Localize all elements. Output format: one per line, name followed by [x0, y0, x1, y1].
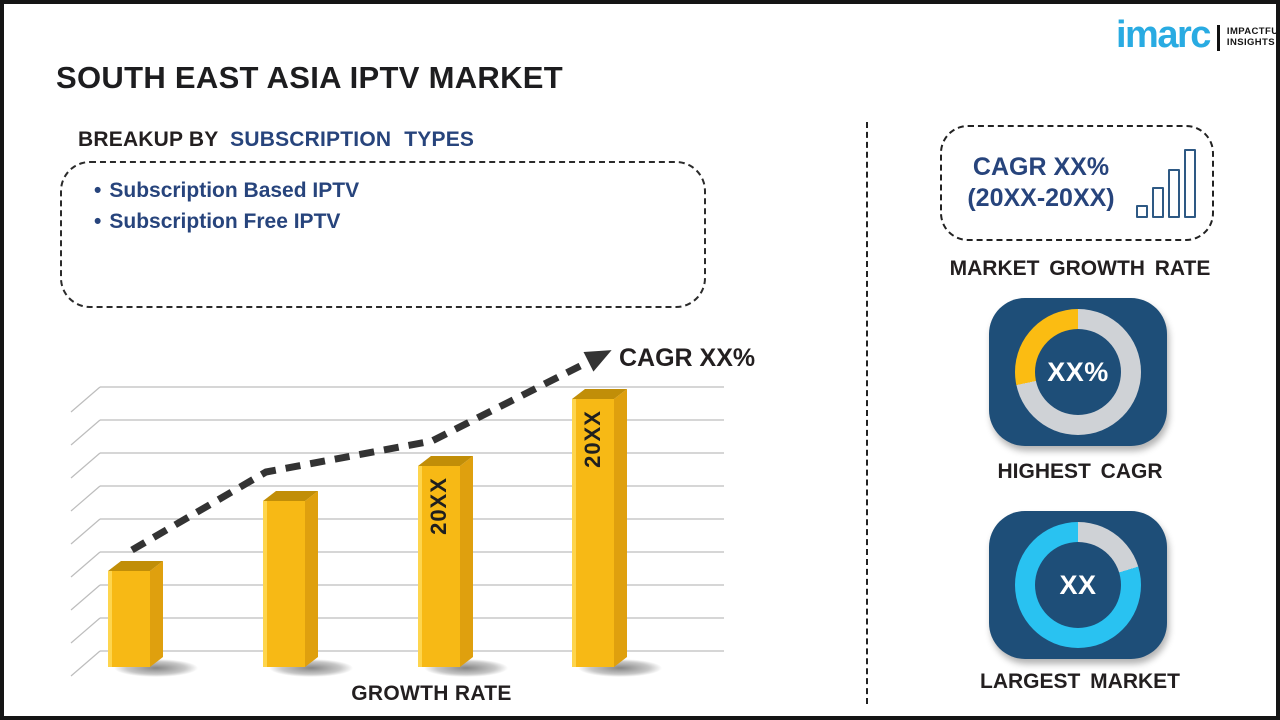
- page-title: SOUTH EAST ASIA IPTV MARKET: [56, 60, 563, 95]
- bar-label: 20XX: [426, 477, 451, 535]
- donut-gauge: XX: [1015, 522, 1141, 648]
- donut-gauge: XX%: [1015, 309, 1141, 435]
- bar-label: 20XX: [580, 410, 605, 468]
- x-axis-label: GROWTH RATE: [351, 682, 512, 705]
- logo-divider-bar: [1216, 25, 1220, 51]
- largest-market-card: XX: [989, 511, 1167, 659]
- logo-tagline-line2: INSIGHTS: [1226, 37, 1275, 48]
- breakup-heading-prefix: BREAKUP BY: [78, 128, 219, 151]
- breakup-item-label: Subscription Free IPTV: [109, 210, 341, 233]
- logo-tagline: IMPACTFUL INSIGHTS: [1226, 26, 1280, 49]
- chart-bars: [108, 389, 662, 677]
- gauge-value: XX%: [1047, 356, 1109, 387]
- list-item: • Subscription Based IPTV: [94, 175, 704, 206]
- bullet-dot: •: [94, 210, 102, 233]
- imarc-logo: imarc IMPACTFUL INSIGHTS: [1116, 14, 1280, 56]
- breakup-types-box: • Subscription Based IPTV • Subscription F…: [60, 161, 706, 308]
- donut-hole: XX: [1035, 542, 1121, 628]
- breakup-list: • Subscription Based IPTV • Subscription F…: [62, 175, 704, 237]
- cagr-trend-label: CAGR XX%: [619, 344, 756, 372]
- highest-cagr-caption: HIGHEST CAGR: [997, 460, 1163, 483]
- growth-bar-chart: [70, 350, 724, 677]
- breakup-item-label: Subscription Based IPTV: [109, 179, 360, 202]
- cagr-value-line1: CAGR XX%: [972, 152, 1110, 181]
- market-growth-rate-caption: MARKET GROWTH RATE: [949, 257, 1211, 280]
- cagr-trend-arrow: [130, 350, 612, 554]
- cagr-value-block: CAGR XX% (20XX-20XX): [956, 152, 1126, 215]
- logo-tagline-line1: IMPACTFUL: [1226, 26, 1280, 38]
- donut-hole: XX%: [1035, 329, 1121, 415]
- market-growth-rate-box: CAGR XX% (20XX-20XX): [940, 125, 1214, 241]
- breakup-heading: BREAKUP BY SUBSCRIPTION TYPES: [78, 128, 474, 152]
- bar-chart-icon: [1136, 146, 1196, 220]
- imarc-logo-wordmark: imarc: [1116, 14, 1211, 56]
- gauge-value: XX: [1059, 569, 1097, 600]
- cagr-value-line2: (20XX-20XX): [967, 184, 1115, 212]
- bullet-dot: •: [94, 179, 102, 202]
- list-item: • Subscription Free IPTV: [94, 206, 704, 237]
- largest-market-caption: LARGEST MARKET: [980, 670, 1180, 693]
- breakup-heading-highlight: SUBSCRIPTION TYPES: [230, 128, 475, 151]
- highest-cagr-card: XX%: [989, 298, 1167, 446]
- section-divider-dashed: [866, 122, 868, 704]
